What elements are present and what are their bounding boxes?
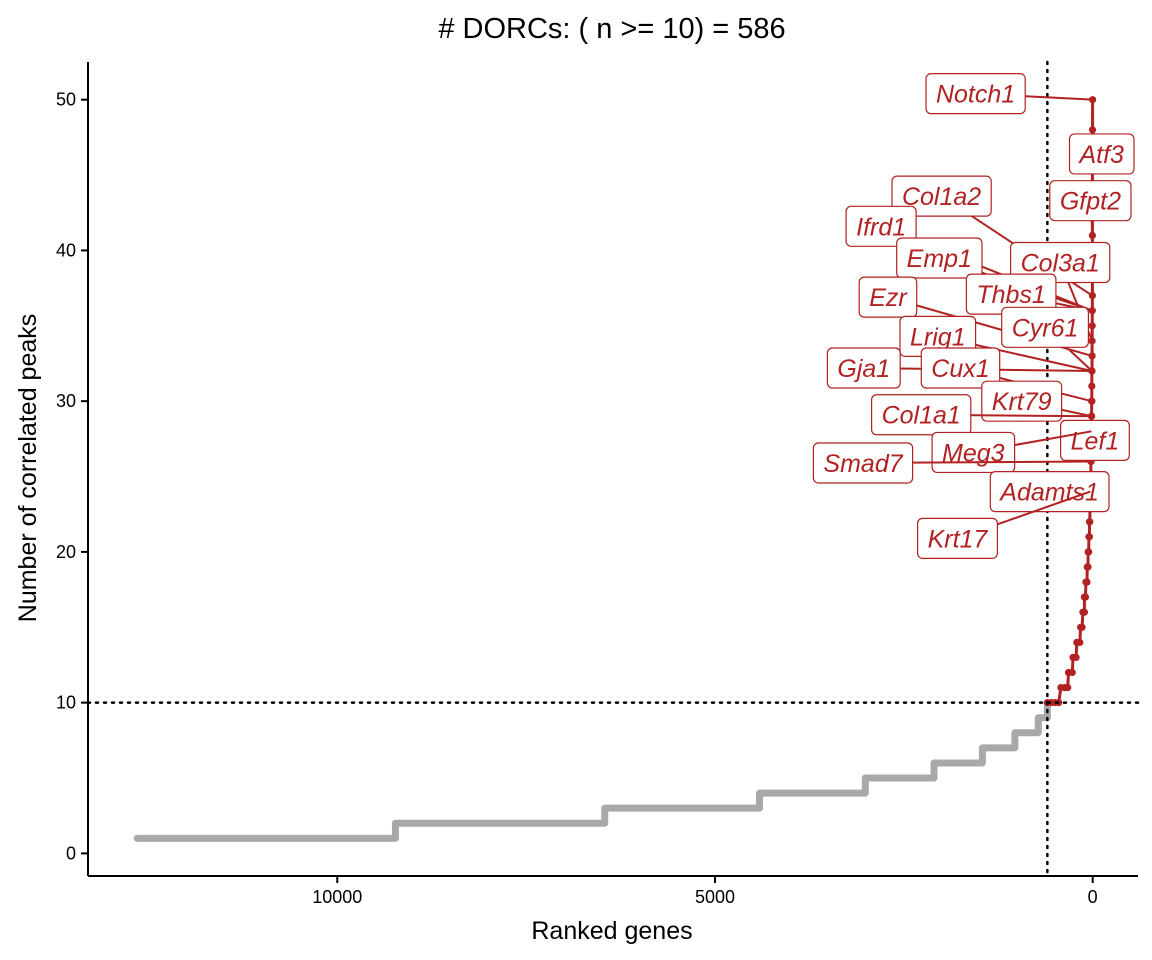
dorc-point xyxy=(1085,533,1093,541)
y-tick-label: 40 xyxy=(56,240,76,260)
label-box xyxy=(870,394,972,436)
label-box xyxy=(1059,419,1130,461)
label-box xyxy=(1049,180,1132,222)
dorc-point xyxy=(1086,518,1094,526)
label-box xyxy=(826,347,901,389)
dorc-point xyxy=(1088,397,1096,405)
dorc-point xyxy=(1088,322,1096,330)
dorc-point xyxy=(1083,578,1091,586)
gene-label-text: Ifrd1 xyxy=(856,213,906,241)
dorc-point xyxy=(1078,623,1086,631)
gene-label-text: Cyr61 xyxy=(1012,314,1079,342)
x-tick-label: 10000 xyxy=(312,887,362,907)
label-box xyxy=(891,175,992,217)
gene-label-text: Col3a1 xyxy=(1021,249,1100,277)
gene-label-lrig1: Lrig1 xyxy=(899,315,1093,372)
gene-label-text: Lef1 xyxy=(1071,427,1120,455)
gene-label-thbs1: Thbs1 xyxy=(965,273,1093,315)
y-tick-label: 50 xyxy=(56,90,76,110)
label-box xyxy=(925,73,1026,115)
below-threshold-series xyxy=(133,699,1051,842)
gene-label-col3a1: Col3a1 xyxy=(1009,241,1111,342)
gene-label-text: Ezr xyxy=(869,284,908,312)
gene-label-text: Gja1 xyxy=(837,355,890,383)
dorc-point xyxy=(1088,337,1096,345)
gene-label-text: Col1a1 xyxy=(882,402,961,430)
label-box xyxy=(858,276,918,318)
y-tick-label: 30 xyxy=(56,391,76,411)
gene-label-krt79: Krt79 xyxy=(981,380,1092,422)
label-box xyxy=(812,442,914,484)
label-box xyxy=(916,517,998,559)
gene-label-text: Gfpt2 xyxy=(1060,188,1121,216)
gene-label-col1a2: Col1a2 xyxy=(891,175,1093,297)
gene-label-cux1: Cux1 xyxy=(920,347,1093,403)
dorc-point xyxy=(1088,382,1096,390)
gene-label-emp1: Emp1 xyxy=(896,237,1093,312)
gene-label-text: Adamts1 xyxy=(998,479,1099,507)
dorc-point xyxy=(1076,638,1084,647)
gene-label-text: Krt17 xyxy=(928,525,989,553)
dorc-point xyxy=(1088,126,1097,134)
gene-label-smad7: Smad7 xyxy=(812,442,1092,484)
y-axis-title: Number of correlated peaks xyxy=(14,314,42,622)
label-box xyxy=(989,471,1110,513)
dorc-point xyxy=(1064,684,1072,692)
gene-label-krt17: Krt17 xyxy=(916,490,1091,559)
label-box xyxy=(981,380,1063,422)
gene-label-text: Emp1 xyxy=(907,245,972,273)
label-box xyxy=(896,237,983,279)
dorc-point xyxy=(1080,608,1088,616)
label-box xyxy=(845,205,917,247)
x-tick-label: 5000 xyxy=(695,887,735,907)
dorc-point xyxy=(1088,352,1096,360)
dorc-point xyxy=(1072,653,1080,662)
y-tick-label: 10 xyxy=(56,693,76,713)
dorc-point xyxy=(1081,593,1090,601)
dorc-point xyxy=(1088,231,1096,239)
label-box xyxy=(920,347,1001,389)
label-box xyxy=(1068,133,1135,175)
label-box xyxy=(1009,241,1111,284)
gene-label-adamts1: Adamts1 xyxy=(989,471,1110,513)
gene-label-text: Cux1 xyxy=(931,355,989,383)
gene-label-cyr61: Cyr61 xyxy=(1001,306,1093,372)
gene-label-notch1: Notch1 xyxy=(925,73,1093,115)
y-tick-label: 20 xyxy=(56,542,76,562)
dorc-point xyxy=(1085,548,1093,556)
label-box xyxy=(1001,306,1090,348)
gene-label-gfpt2: Gfpt2 xyxy=(1049,180,1132,236)
gene-label-atf3: Atf3 xyxy=(1068,129,1135,175)
gene-label-text: Notch1 xyxy=(936,81,1015,109)
x-axis-title: Ranked genes xyxy=(531,917,692,945)
axis-ticks: 10000 5000 0 0 10 20 30 40 50 xyxy=(56,90,1098,907)
gene-label-col1a1: Col1a1 xyxy=(870,394,1092,436)
x-tick-label: 0 xyxy=(1088,887,1098,907)
gene-label-text: Atf3 xyxy=(1077,141,1124,169)
gene-label-text: Col1a2 xyxy=(902,183,981,211)
dorc-point xyxy=(1068,668,1076,677)
gene-label-text: Smad7 xyxy=(823,450,903,478)
gene-label-text: Lrig1 xyxy=(910,323,966,351)
gene-label-text: Thbs1 xyxy=(976,281,1045,309)
gene-label-lef1: Lef1 xyxy=(1059,419,1130,461)
y-tick-label: 0 xyxy=(66,843,76,863)
gene-label-text: Krt79 xyxy=(992,388,1052,416)
chart-title: # DORCs: ( n >= 10) = 586 xyxy=(438,13,785,45)
dorc-point xyxy=(1084,563,1092,571)
dorc-point xyxy=(1089,96,1097,104)
